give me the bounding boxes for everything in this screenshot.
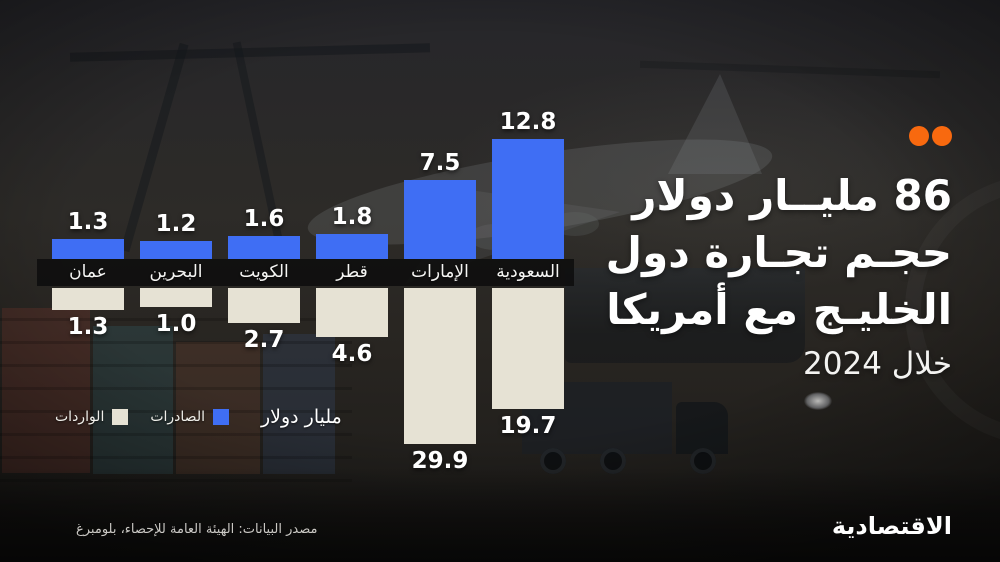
export-value: 1.6	[243, 206, 285, 232]
country-label: الكويت	[239, 262, 289, 282]
import-value: 29.9	[411, 448, 469, 474]
publisher-logo: الاقتصادية	[831, 512, 952, 540]
export-value: 1.3	[67, 209, 109, 235]
data-source: مصدر البيانات: الهيئة العامة للإحصاء، بل…	[76, 522, 318, 537]
imports-swatch	[112, 409, 129, 425]
import-bar	[52, 288, 124, 310]
category-band	[37, 259, 574, 286]
headline-line-2: حجـم تجـارة دول	[605, 228, 952, 277]
import-bar	[228, 288, 300, 323]
export-bar	[140, 241, 212, 259]
export-value: 7.5	[419, 150, 461, 176]
import-value: 4.6	[331, 341, 373, 367]
export-bar	[52, 239, 124, 259]
brand-dot	[909, 126, 929, 146]
export-value: 1.2	[155, 211, 197, 237]
import-value: 1.0	[155, 311, 197, 337]
import-bar	[404, 288, 476, 444]
country-label: البحرين	[149, 262, 203, 282]
country-label: قطر	[336, 262, 368, 282]
headline: 86 مليــار دولار حجـم تجـارة دول الخليـج…	[606, 167, 952, 390]
export-bar	[228, 236, 300, 259]
headline-line-3: الخليـج مع أمريكا	[606, 285, 952, 334]
legend: الواردات الصادرات مليار دولار	[55, 406, 342, 428]
export-bar	[316, 234, 388, 259]
brand-dot	[932, 126, 952, 146]
country-label: السعودية	[496, 262, 560, 282]
export-value: 1.8	[331, 204, 373, 230]
country-label: عمان	[69, 262, 107, 282]
export-bar	[404, 180, 476, 259]
import-value: 1.3	[67, 314, 109, 340]
import-value: 2.7	[243, 327, 285, 353]
headline-period: خلال 2024	[803, 346, 952, 382]
import-bar	[316, 288, 388, 337]
import-value: 19.7	[499, 413, 557, 439]
brand-dots	[909, 126, 952, 146]
import-bar	[140, 288, 212, 307]
export-value: 12.8	[499, 109, 557, 135]
headline-line-1: 86 مليــار دولار	[632, 171, 952, 220]
exports-swatch	[212, 409, 229, 425]
export-bar	[492, 139, 564, 259]
country-label: الإمارات	[411, 262, 469, 282]
unit-label: مليار دولار	[260, 406, 342, 428]
import-bar	[492, 288, 564, 409]
exports-legend-label: الصادرات	[150, 409, 205, 425]
imports-legend-label: الواردات	[55, 409, 105, 425]
